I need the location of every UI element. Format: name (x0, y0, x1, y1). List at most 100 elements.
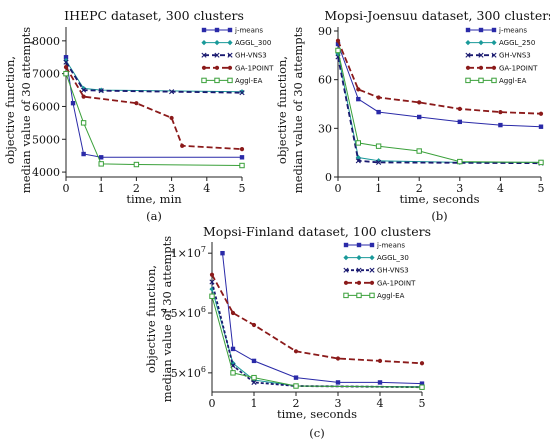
data-point (498, 110, 503, 115)
series-aggl-ea (335, 47, 544, 166)
x-tick-label: 3 (168, 182, 175, 195)
legend-entry: GA-1POINT (377, 279, 416, 287)
y-axis-label: median value of 30 attempts (19, 27, 33, 193)
x-tick-label: 4 (377, 397, 384, 410)
legend-swatch-marker (201, 65, 207, 70)
data-point (251, 379, 257, 386)
data-point (239, 89, 245, 95)
legend-swatch-marker (369, 267, 375, 273)
y-tick-label: 60 (318, 74, 332, 87)
legend-entry: GH-VNS3 (377, 267, 409, 275)
data-point (417, 114, 422, 120)
legend-swatch-marker (214, 65, 220, 70)
axis-frame (65, 27, 242, 178)
data-point (251, 358, 257, 364)
data-point (134, 101, 139, 106)
series-line (65, 60, 243, 93)
x-tick-label: 1 (251, 397, 258, 410)
series-aggl-ea (209, 293, 425, 390)
series-aggl-30 (209, 286, 425, 390)
legend-entry: GA-1POINT (235, 64, 274, 72)
x-tick-label: 1 (375, 182, 382, 195)
legend-swatch-marker (369, 292, 375, 299)
data-point (457, 119, 462, 125)
data-point (419, 361, 425, 366)
data-point (419, 381, 425, 386)
data-point (538, 159, 544, 166)
legend-swatch-marker (343, 280, 349, 285)
y-axis-label: median value of 30 attempts (160, 236, 174, 402)
data-point (355, 158, 361, 164)
legend-swatch-marker (491, 27, 497, 33)
legend-swatch-marker (227, 52, 233, 58)
y-tick-exponent: 6 (201, 305, 206, 314)
axis-frame (337, 27, 541, 178)
y-tick-label: 30 (318, 122, 332, 135)
data-point (419, 384, 425, 390)
legend-swatch-marker (491, 65, 497, 70)
x-axis-label: time, min (126, 192, 182, 206)
data-point (70, 100, 76, 106)
data-point (99, 155, 104, 160)
legend-swatch-marker (227, 77, 233, 84)
panel-label: (b) (431, 209, 447, 223)
legend-swatch-marker (491, 40, 497, 46)
legend-swatch-marker (465, 77, 471, 84)
legend-swatch-marker (478, 52, 484, 58)
y-tick-label: 1×107 (171, 245, 206, 260)
chart-title: Mopsi-Finland dataset, 100 clusters (203, 224, 431, 239)
data-point (239, 155, 245, 160)
y-tick-mantissa: 5×10 (171, 367, 201, 380)
data-point (377, 380, 383, 385)
legend-swatch-marker (465, 52, 471, 58)
data-point (538, 124, 544, 129)
data-point (230, 310, 236, 316)
legend-swatch-marker (214, 40, 220, 46)
legend: j-means AGGL_30 GH-VNS3 GA-1POINT Aggl-EA (343, 242, 416, 300)
legend-swatch-marker (369, 255, 375, 261)
x-tick-label: 2 (293, 397, 300, 410)
legend-entry: j-means (376, 242, 405, 250)
x-axis-label: time, seconds (277, 407, 357, 421)
data-point (293, 383, 299, 389)
x-tick-label: 2 (133, 182, 140, 195)
legend-swatch-marker (356, 242, 362, 248)
legend-swatch-marker (227, 27, 233, 33)
data-point (63, 57, 69, 64)
data-point (335, 47, 341, 54)
data-point (416, 148, 422, 154)
data-point (335, 356, 341, 361)
series-j-means (335, 41, 544, 129)
data-point (63, 55, 69, 60)
y-tick-label: 5×106 (171, 365, 206, 380)
panel-label: (a) (146, 209, 162, 223)
series-line (211, 296, 423, 388)
legend: j-means AGGL_300 GH-VNS3 GA-1POINT Aggl-EA (201, 27, 274, 85)
data-point (239, 147, 245, 152)
y-tick-label: 0 (325, 171, 332, 184)
data-point (376, 109, 381, 115)
y-tick-exponent: 7 (201, 245, 206, 254)
legend-swatch-marker (214, 52, 220, 58)
data-point (81, 87, 87, 93)
data-point (133, 161, 140, 168)
legend-entry: Aggl-EA (499, 77, 527, 85)
legend-entry: GH-VNS3 (499, 52, 531, 60)
y-tick-label: 6000 (32, 100, 60, 113)
legend-swatch-marker (465, 65, 471, 70)
chart-panel-3: Mopsi-Finland dataset, 100 clusters 0 1 2 3 4… (144, 224, 431, 440)
series-ga-1point (209, 272, 425, 366)
legend-swatch-marker (201, 40, 207, 46)
x-tick-label: 4 (203, 182, 210, 195)
legend-swatch-marker (478, 65, 484, 70)
legend-swatch-marker (201, 77, 207, 84)
data-point (376, 95, 381, 100)
data-point (457, 106, 462, 111)
panel-label: (c) (309, 426, 324, 440)
legend-entry: AGGL_250 (499, 39, 535, 47)
legend-swatch-marker (465, 27, 471, 33)
x-tick-label: 3 (456, 182, 463, 195)
y-tick-label: 7000 (32, 68, 60, 81)
series-j-means (63, 55, 245, 160)
